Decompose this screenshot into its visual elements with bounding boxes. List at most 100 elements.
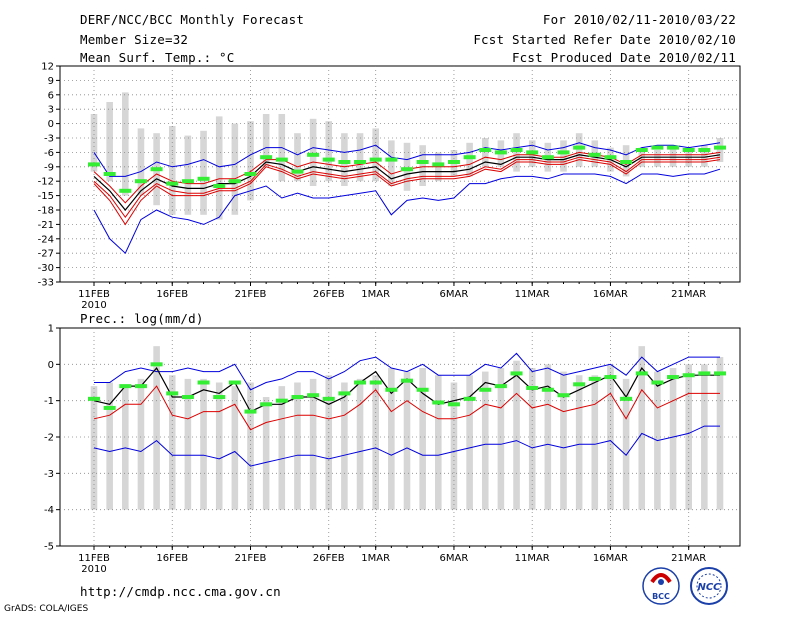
source-url[interactable]: http://cmdp.ncc.cma.gov.cn	[80, 584, 281, 599]
observed-marker	[150, 167, 163, 172]
observed-marker	[432, 400, 445, 405]
spread-bar	[215, 116, 223, 220]
observed-marker	[651, 380, 664, 385]
observed-marker	[307, 393, 320, 398]
observed-marker	[354, 160, 367, 164]
observed-marker	[244, 409, 257, 414]
spread-bar	[466, 375, 473, 510]
y-tick-label: 3	[48, 105, 54, 116]
observed-marker	[385, 387, 398, 392]
spread-bar	[575, 133, 583, 167]
y-tick-label: -33	[38, 278, 54, 289]
spread-bar	[388, 367, 395, 510]
observed-marker	[401, 167, 413, 172]
y-tick-label: -1	[44, 396, 54, 407]
x-tick-label: 11FEB	[78, 553, 110, 564]
spread-bar	[544, 364, 552, 510]
spread-bar	[200, 378, 207, 510]
observed-marker	[197, 380, 210, 385]
x-tick-label: 1MAR	[361, 553, 390, 564]
spread-bar	[560, 140, 567, 172]
spread-bar	[716, 357, 724, 510]
spread-bar	[372, 375, 379, 510]
observed-marker	[714, 145, 726, 150]
spread-bar	[231, 123, 239, 215]
observed-marker	[714, 371, 726, 376]
spread-bar	[153, 346, 160, 510]
observed-marker	[667, 375, 680, 380]
spread-bar	[309, 118, 317, 186]
series-median	[93, 159, 721, 226]
observed-marker	[103, 172, 116, 176]
y-tick-label: -24	[38, 234, 54, 245]
x-tick-label: 11MAR	[515, 289, 550, 300]
observed-marker	[620, 160, 633, 164]
spread-bar	[122, 92, 129, 196]
observed-marker	[573, 145, 586, 150]
refer-date: Fcst Started Refer Date 2010/02/10	[473, 32, 736, 47]
y-tick-label: -15	[38, 191, 54, 202]
observed-marker	[604, 155, 617, 160]
spread-bar	[654, 150, 661, 167]
observed-marker	[510, 371, 523, 376]
y-tick-label: -21	[38, 220, 54, 231]
observed-marker	[604, 375, 617, 380]
spread-bar	[184, 135, 192, 215]
x-tick-label: 21MAR	[671, 553, 706, 564]
y-tick-label: -3	[44, 134, 54, 145]
x-tick-label: 16FEB	[156, 289, 188, 300]
observed-marker	[369, 157, 382, 162]
spread-bar	[403, 142, 411, 191]
y-tick-label: -3	[44, 469, 54, 480]
spread-bar	[716, 138, 724, 162]
observed-marker	[213, 395, 226, 400]
x-tick-label: 6MAR	[440, 553, 469, 564]
x-tick-sublabel: 2010	[81, 564, 106, 575]
y-tick-label: -18	[38, 206, 54, 217]
y-tick-label: -5	[44, 542, 54, 553]
observed-marker	[526, 385, 539, 390]
observed-marker	[682, 373, 695, 378]
y-tick-label: -9	[44, 162, 54, 173]
observed-marker	[181, 395, 194, 400]
observed-marker	[510, 148, 523, 152]
observed-marker	[698, 371, 711, 376]
spread-bar	[215, 382, 223, 510]
spread-bar	[575, 375, 583, 510]
y-tick-label: 6	[48, 90, 54, 101]
observed-marker	[573, 382, 586, 387]
y-tick-label: -4	[44, 505, 54, 516]
observed-marker	[181, 179, 194, 184]
observed-marker	[463, 396, 476, 401]
software-credit: GrADS: COLA/IGES	[4, 604, 89, 614]
spread-bar	[341, 133, 348, 186]
spread-bar	[528, 367, 536, 510]
spread-bar	[294, 382, 301, 510]
observed-marker	[197, 176, 210, 181]
spread-bar	[247, 121, 254, 201]
observed-marker	[401, 378, 413, 383]
observed-marker	[682, 148, 695, 152]
observed-marker	[416, 160, 429, 164]
panel-1: 12 9 6 3 0 -3 -6 -9 -12 -15 -18 -21 -24 -27 -30 -33 11FE…	[38, 62, 741, 311]
x-tick-label: 16MAR	[593, 553, 628, 564]
spread-bar	[622, 378, 630, 510]
observed-marker	[494, 384, 507, 389]
observed-marker	[698, 148, 711, 152]
observed-marker	[479, 387, 492, 392]
x-tick-label: 11MAR	[515, 553, 550, 564]
spread-bar	[137, 378, 145, 510]
observed-marker	[103, 405, 116, 410]
observed-marker	[213, 184, 226, 188]
spread-bar	[591, 375, 599, 510]
observed-marker	[463, 155, 476, 160]
spread-bar	[294, 133, 301, 182]
observed-marker	[620, 396, 633, 401]
series-lower-mid	[93, 156, 721, 219]
observed-marker	[166, 391, 179, 396]
y-tick-label: 0	[48, 119, 54, 130]
series-upper	[94, 352, 720, 391]
observed-marker	[432, 162, 445, 167]
observed-marker	[385, 157, 398, 162]
